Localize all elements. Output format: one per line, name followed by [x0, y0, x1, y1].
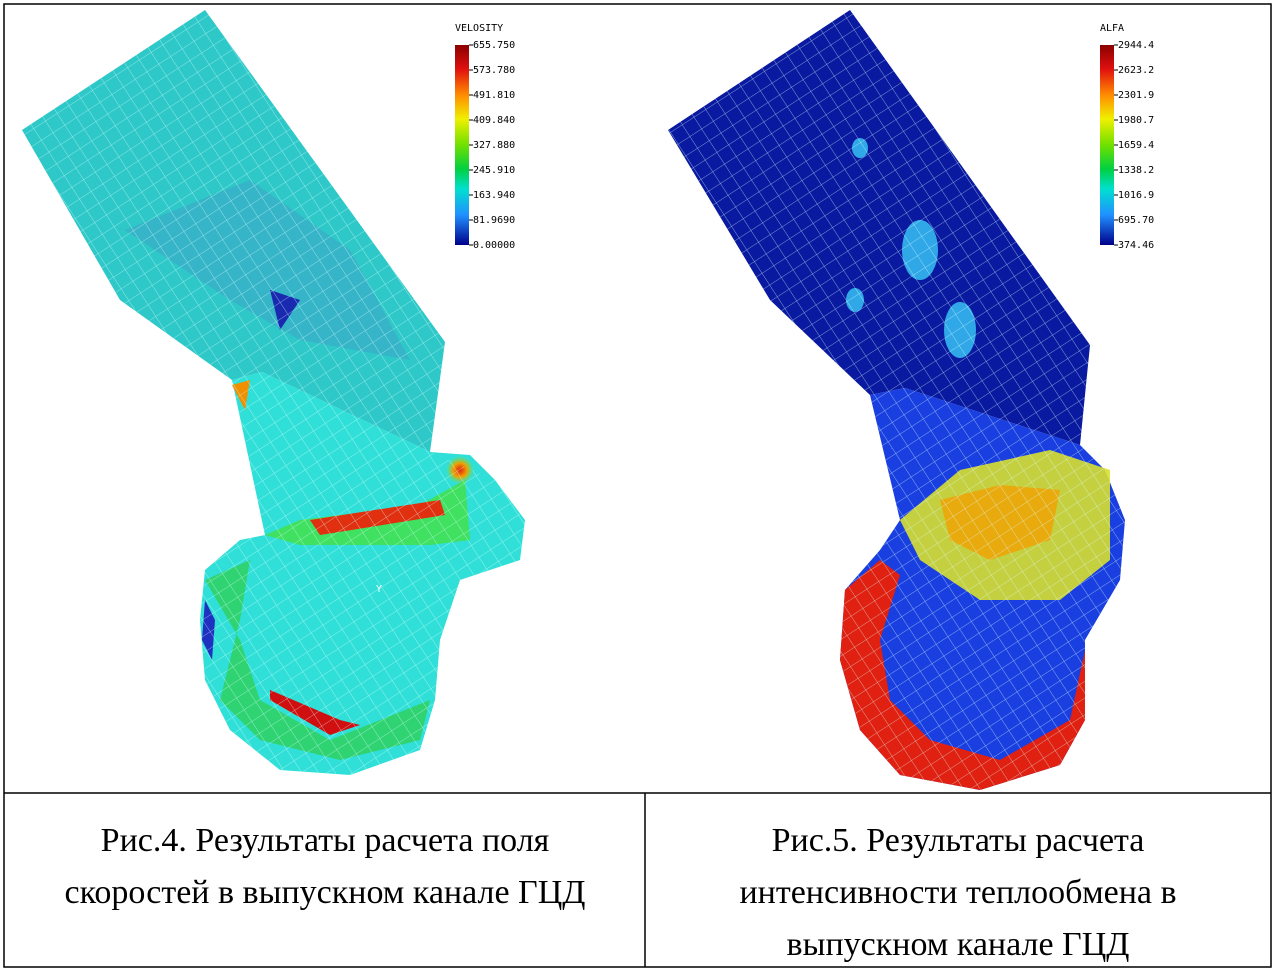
legend-label: 491.810 — [473, 90, 515, 101]
legend-label: 245.910 — [473, 165, 515, 176]
legend-label: 409.840 — [473, 115, 515, 126]
axis-label: Y — [376, 584, 382, 595]
legend-title: ALFA — [1100, 23, 1124, 34]
legend-label: 374.46 — [1118, 240, 1154, 251]
legend-label: 573.780 — [473, 65, 515, 76]
legend-label: 1980.7 — [1118, 115, 1154, 126]
legend-label: 2301.9 — [1118, 90, 1154, 101]
legend-label: 655.750 — [473, 40, 515, 51]
colorbar — [455, 45, 469, 245]
legend-label: 0.00000 — [473, 240, 515, 251]
colorbar — [1100, 45, 1114, 245]
legend-label: 1338.2 — [1118, 165, 1154, 176]
legend-label: 81.9690 — [473, 215, 515, 226]
legend-label: 2944.4 — [1118, 40, 1154, 51]
legend-label: 1659.4 — [1118, 140, 1154, 151]
velocity-plot: Y VELOSITY 655.750 573.780 491.810 409.840 3… — [22, 10, 525, 775]
caption-line: Рис.4. Результаты расчета поля — [101, 822, 550, 859]
page: Y VELOSITY 655.750 573.780 491.810 409.840 3… — [0, 0, 1275, 969]
caption-line: интенсивности теплообмена в — [739, 874, 1176, 911]
caption-line: выпускном канале ГЦД — [787, 926, 1130, 963]
legend-label: 2623.2 — [1118, 65, 1154, 76]
caption-line: скоростей в выпускном канале ГЦД — [65, 874, 586, 911]
legend-title: VELOSITY — [455, 23, 503, 34]
legend-label: 695.70 — [1118, 215, 1154, 226]
alfa-plot: ALFA 2944.4 2623.2 2301.9 1980.7 1659.4 1338.… — [668, 10, 1154, 790]
legend-label: 163.940 — [473, 190, 515, 201]
legend-label: 327.880 — [473, 140, 515, 151]
legend-label: 1016.9 — [1118, 190, 1154, 201]
caption-line: Рис.5. Результаты расчета — [772, 822, 1145, 859]
